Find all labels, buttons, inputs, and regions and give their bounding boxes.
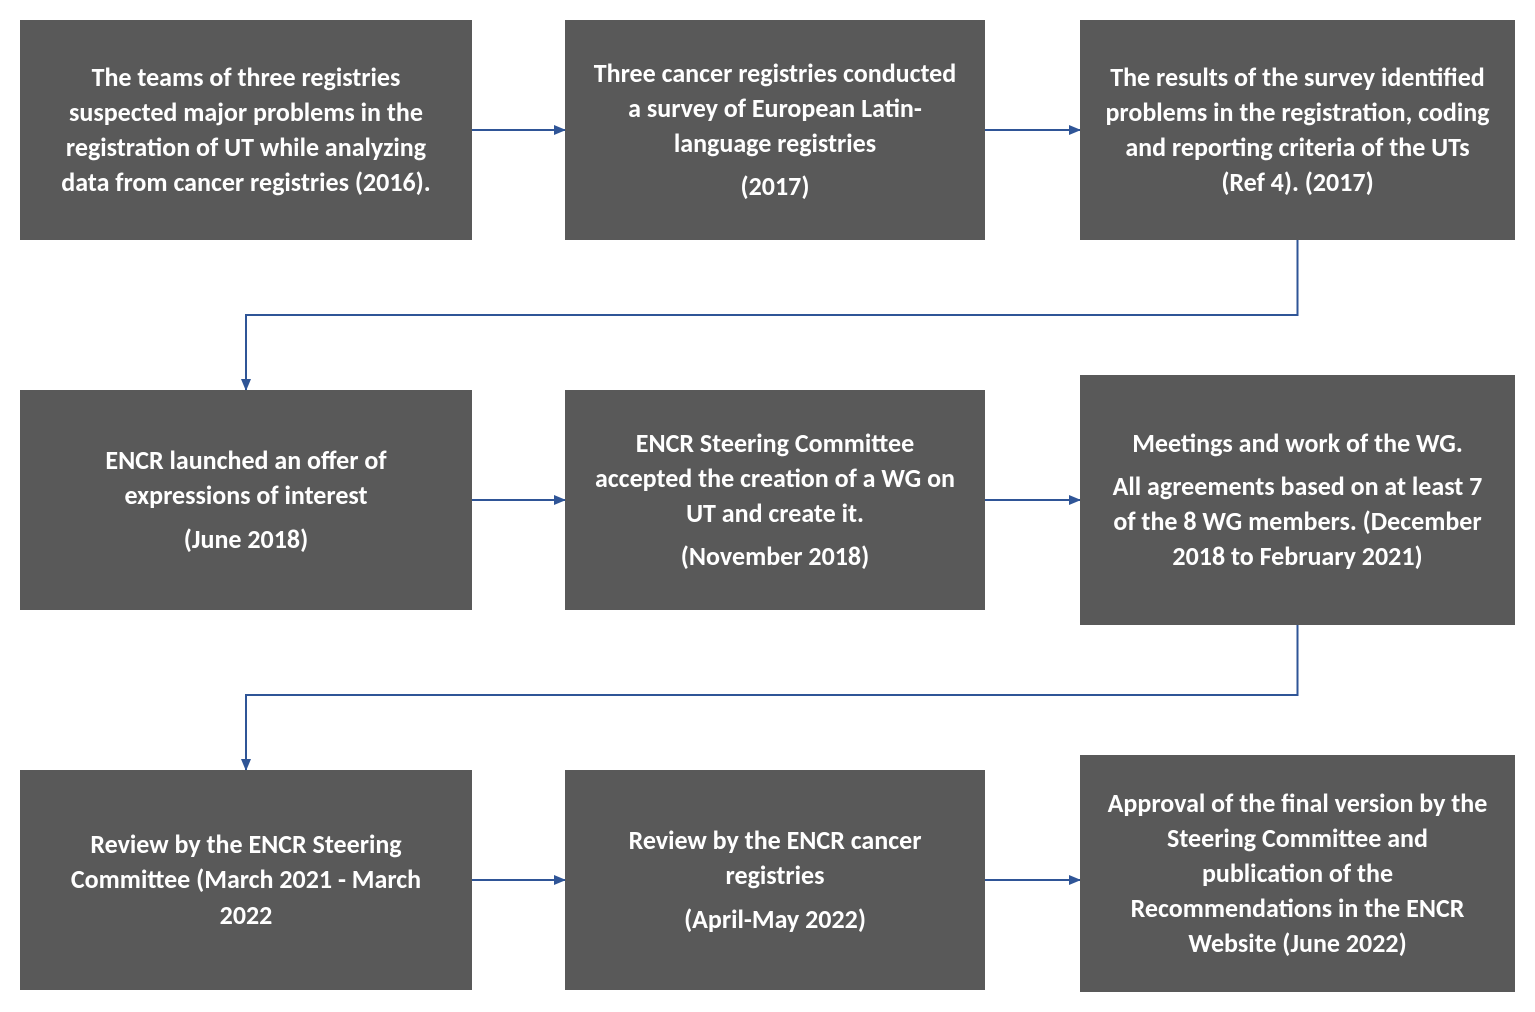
flowchart-node-n3: The results of the survey identified pro… [1080,20,1515,240]
flowchart-node-n4: ENCR launched an offer of expressions of… [20,390,472,610]
flowchart-edge [246,625,1298,770]
flowchart-node-n6: Meetings and work of the WG. All agreemen… [1080,375,1515,625]
node-text: Review by the ENCR Steering Committee (M… [44,827,448,932]
flowchart-canvas: The teams of three registries suspected … [20,20,1515,992]
node-text: Approval of the final version by the Ste… [1104,786,1491,961]
flowchart-node-n9: Approval of the final version by the Ste… [1080,755,1515,992]
node-text: (June 2018) [184,522,308,557]
flowchart-node-n7: Review by the ENCR Steering Committee (M… [20,770,472,990]
flowchart-node-n8: Review by the ENCR cancer registries (Apr… [565,770,985,990]
node-text: ENCR launched an offer of expressions of… [44,443,448,513]
node-text: ENCR Steering Committee accepted the cre… [589,426,961,531]
node-text: The teams of three registries suspected … [44,60,448,200]
flowchart-node-n5: ENCR Steering Committee accepted the cre… [565,390,985,610]
node-text: (2017) [741,169,810,204]
flowchart-edge [246,240,1298,390]
node-text: (November 2018) [681,539,869,574]
node-text: Three cancer registries conducted a surv… [589,56,961,161]
flowchart-node-n2: Three cancer registries conducted a surv… [565,20,985,240]
node-text: The results of the survey identified pro… [1104,60,1491,200]
flowchart-node-n1: The teams of three registries suspected … [20,20,472,240]
node-text: (April-May 2022) [684,902,866,937]
node-text: Review by the ENCR cancer registries [589,823,961,893]
node-text: All agreements based on at least 7 of th… [1104,469,1491,574]
node-text: Meetings and work of the WG. [1132,426,1463,461]
